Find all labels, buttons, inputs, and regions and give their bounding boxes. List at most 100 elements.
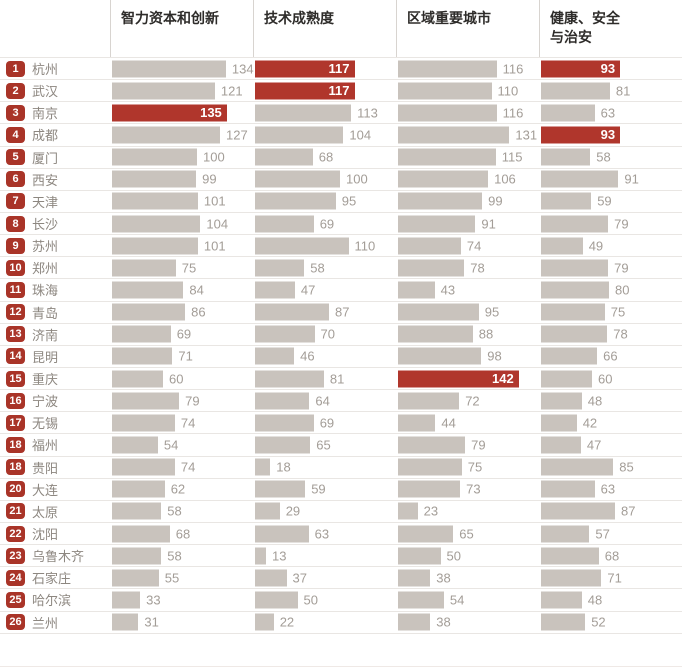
score-bar (541, 148, 591, 166)
rank-badge: 20 (6, 481, 25, 498)
score-bar (255, 303, 329, 321)
score-cell: 62 (110, 479, 253, 500)
score-bar (112, 347, 173, 365)
score-cell: 69 (253, 412, 396, 433)
score-bar (541, 613, 586, 631)
score-cell: 91 (396, 213, 539, 234)
score-bar (541, 347, 598, 365)
score-bar (398, 414, 436, 432)
score-bar (255, 547, 266, 565)
score-cell: 31 (110, 612, 253, 633)
score-value: 79 (471, 437, 486, 453)
table-row: 7 天津 101 95 99 59 (0, 191, 682, 213)
name-column-spacer (0, 0, 110, 57)
rank-city-cell: 21 太原 (0, 502, 110, 521)
score-value: 88 (478, 326, 494, 342)
table-row: 24 石家庄 55 37 38 71 (0, 567, 682, 590)
score-cell: 22 (253, 612, 396, 633)
score-cell: 66 (539, 346, 681, 367)
score-cell: 74 (110, 457, 253, 478)
score-bar (541, 569, 602, 587)
score-cell: 73 (396, 479, 539, 500)
score-cell: 57 (539, 523, 681, 544)
score-value: 113 (357, 105, 378, 121)
score-value: 99 (488, 193, 503, 209)
table-row: 4 成都 127 104 131 93 (0, 124, 682, 147)
city-name: 乌鲁木齐 (32, 549, 85, 565)
score-value: 75 (610, 304, 626, 320)
score-bar (255, 281, 295, 299)
score-cell: 68 (253, 147, 396, 168)
score-bar (398, 303, 479, 321)
score-value: 47 (586, 437, 602, 453)
city-name: 苏州 (32, 239, 59, 255)
score-bar (541, 392, 582, 410)
city-name: 福州 (32, 438, 59, 454)
score-bar (541, 82, 610, 100)
score-cell: 79 (396, 434, 539, 455)
score-bar (541, 370, 592, 388)
rank-city-cell: 20 大连 (0, 480, 110, 499)
score-cell: 48 (539, 390, 681, 411)
score-value: 58 (596, 149, 611, 165)
score-value: 78 (613, 326, 628, 342)
score-bar (398, 347, 482, 365)
rank-badge: 18 (6, 459, 25, 476)
score-bar (112, 82, 215, 100)
table-row: 26 兰州 31 22 38 52 (0, 612, 682, 634)
score-cell: 87 (253, 302, 396, 323)
score-value: 75 (181, 260, 197, 276)
column-header-intellectual-capital: 智力资本和创新 (110, 0, 253, 57)
score-value: 31 (144, 614, 159, 630)
score-value: 47 (300, 282, 316, 298)
score-cell: 81 (539, 80, 681, 101)
score-cell: 71 (539, 567, 681, 588)
score-bar-highlighted: 142 (398, 370, 519, 388)
score-value: 65 (316, 437, 331, 453)
score-value: 60 (598, 371, 613, 387)
score-value: 104 (349, 127, 372, 143)
score-value: 84 (189, 282, 204, 298)
score-cell: 115 (396, 147, 539, 168)
score-value: 100 (346, 171, 368, 187)
score-value: 86 (191, 304, 206, 320)
city-name: 长沙 (32, 217, 59, 233)
rank-badge: 12 (6, 304, 25, 321)
score-value: 57 (595, 526, 610, 542)
score-value: 13 (272, 548, 287, 564)
score-value: 74 (180, 415, 196, 431)
score-cell: 58 (539, 147, 681, 168)
score-bar (255, 414, 314, 432)
score-bar (398, 237, 461, 255)
score-cell: 38 (396, 612, 539, 633)
score-bar (541, 325, 608, 343)
score-cell: 65 (253, 434, 396, 455)
score-value: 106 (494, 171, 516, 187)
score-bar (255, 392, 310, 410)
score-bar (541, 237, 583, 255)
score-value: 59 (597, 193, 612, 209)
score-cell: 104 (110, 213, 253, 234)
rank-city-cell: 15 重庆 (0, 369, 110, 388)
score-value: 73 (466, 481, 481, 497)
score-value: 78 (470, 260, 485, 276)
score-bar (112, 126, 220, 144)
rank-badge: 18 (6, 436, 25, 453)
score-bar (112, 148, 197, 166)
score-bar (255, 126, 344, 144)
rank-badge: 2 (6, 82, 25, 99)
score-value: 79 (614, 216, 629, 232)
rank-city-cell: 23 乌鲁木齐 (0, 546, 110, 565)
score-bar (541, 170, 619, 188)
score-bar (112, 414, 175, 432)
score-value: 117 (328, 61, 350, 77)
score-cell: 72 (396, 390, 539, 411)
rank-badge: 15 (6, 370, 25, 387)
city-name: 大连 (32, 482, 59, 498)
score-bar (541, 458, 614, 476)
score-value: 58 (167, 503, 182, 519)
score-cell: 65 (396, 523, 539, 544)
score-value: 68 (604, 548, 620, 564)
score-value: 58 (310, 260, 325, 276)
rank-badge: 11 (6, 281, 25, 298)
